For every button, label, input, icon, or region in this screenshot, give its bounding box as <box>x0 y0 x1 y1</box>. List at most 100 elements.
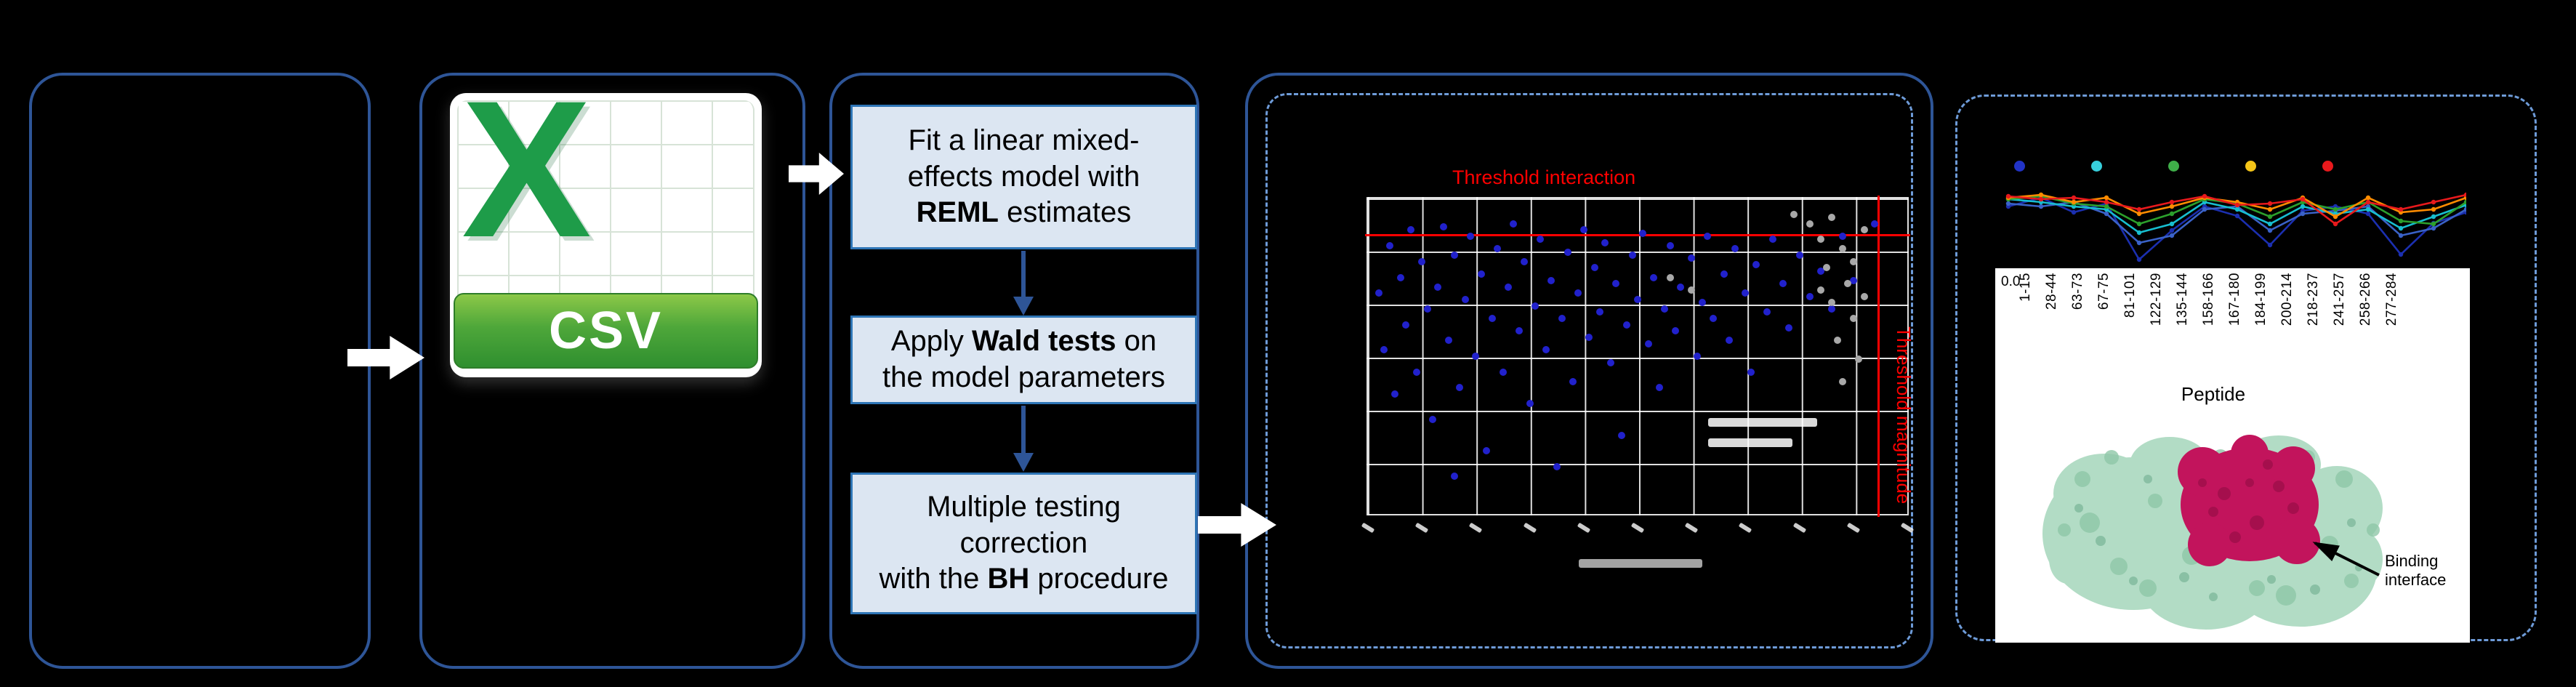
peptide-axis-label: 218-237 <box>2306 273 2321 326</box>
line-marker <box>2005 201 2011 206</box>
scatter-point <box>1828 299 1836 307</box>
peptide-axis-label: 1-15 <box>2018 273 2033 302</box>
uptake-line-chart <box>2005 192 2466 262</box>
line-marker <box>2104 195 2109 201</box>
step-text-line: Fit a linear mixed- <box>908 124 1140 157</box>
line-marker <box>2300 196 2306 202</box>
threshold-interaction-label: Threshold interaction <box>1452 166 1636 188</box>
line-marker <box>2169 233 2175 238</box>
line-marker <box>2463 199 2466 205</box>
scatter-x-ticks <box>1361 520 1915 542</box>
scatter-point <box>1466 233 1474 241</box>
peptide-axis-label: 158-166 <box>2201 273 2216 326</box>
scatter-point <box>1429 415 1437 423</box>
scatter-point <box>1456 384 1464 392</box>
scatter-point <box>1752 261 1760 269</box>
peptide-axis-label: 67-75 <box>2096 273 2112 310</box>
down-arrow-2-shaft <box>1021 406 1026 454</box>
scatter-point <box>1439 223 1447 231</box>
csv-file-icon: X CSV <box>450 71 762 377</box>
binding-interface-label-line: interface <box>2385 571 2447 590</box>
scatter-point <box>1515 327 1523 335</box>
step-text-bold: REML <box>916 196 999 229</box>
step-bh-box: Multiple testing correction with the BH … <box>850 473 1197 614</box>
scatter-point <box>1860 292 1868 300</box>
scatter-point <box>1784 324 1792 332</box>
peptide-axis-label: 28-44 <box>2044 273 2059 310</box>
step-reml-text: Fit a linear mixed- effects model with R… <box>908 123 1140 231</box>
line-marker <box>2267 242 2273 248</box>
line-marker <box>2169 204 2175 209</box>
binding-interface-region <box>2178 435 2320 566</box>
axis-tick-placeholder <box>1792 522 1806 534</box>
line-marker <box>2398 225 2404 231</box>
line-marker <box>2169 221 2175 227</box>
scatter-point <box>1661 305 1669 313</box>
line-marker <box>2431 199 2436 205</box>
scatter-point <box>1521 257 1529 265</box>
line-marker <box>2365 211 2371 217</box>
axis-tick-placeholder <box>1846 522 1861 534</box>
scatter-point <box>1655 384 1663 392</box>
protein-structure <box>2042 435 2383 630</box>
scatter-point <box>1860 226 1868 234</box>
scatter-point <box>1634 295 1641 303</box>
scatter-point <box>1688 286 1696 294</box>
step-text-bold: Wald tests <box>972 325 1116 358</box>
scatter-point <box>1699 299 1707 307</box>
scatter-point <box>1822 264 1830 272</box>
line-marker <box>2398 233 2404 238</box>
down-arrow-2-head <box>1013 453 1034 472</box>
scatter-point <box>1585 333 1593 341</box>
step-text-line: with the <box>879 563 988 595</box>
axis-tick-placeholder <box>1469 522 1483 534</box>
protein-texture <box>2058 449 2380 606</box>
scatter-point <box>1563 248 1571 256</box>
scatter-point <box>1510 220 1518 228</box>
scatter-point <box>1806 292 1814 300</box>
scatter-point <box>1849 314 1857 322</box>
line-marker <box>2104 211 2109 217</box>
excel-logo-letter: X <box>462 60 592 278</box>
scatter-point <box>1844 280 1852 288</box>
line-marker <box>2136 221 2142 227</box>
legend-dot <box>2245 161 2256 172</box>
scatter-dashed-frame <box>1265 93 1913 648</box>
spreadsheet-grid <box>457 100 754 296</box>
stage-box-model: Fit a linear mixed- effects model with R… <box>829 73 1199 669</box>
condition-legend <box>2014 161 2333 172</box>
scatter-point <box>1806 220 1814 228</box>
line-marker <box>2463 206 2466 212</box>
line-marker <box>2431 206 2436 212</box>
line-marker <box>2431 225 2436 231</box>
scatter-point <box>1601 238 1609 246</box>
unreadable-text-placeholder <box>1708 418 1817 427</box>
csv-banner: CSV <box>454 293 758 369</box>
line-marker <box>2333 214 2338 220</box>
scatter-point <box>1817 236 1825 244</box>
scatter-point <box>1849 257 1857 265</box>
scatter-point <box>1709 314 1717 322</box>
stage-box-scatter: Threshold interaction Threshold magnitud… <box>1245 73 1933 669</box>
binding-interface-arrow <box>2312 542 2380 576</box>
line-marker <box>2300 211 2306 217</box>
scatter-point <box>1617 431 1625 439</box>
scatter-point <box>1374 289 1382 297</box>
line-marker <box>2300 204 2306 209</box>
line-marker <box>2038 196 2044 202</box>
line-marker <box>2333 221 2338 227</box>
binding-interface-label: Binding interface <box>2385 552 2469 590</box>
unreadable-text-placeholder <box>1708 438 1792 447</box>
scatter-point <box>1488 314 1496 322</box>
line-marker <box>2267 228 2273 233</box>
scatter-point <box>1526 400 1534 408</box>
peptide-axis-label: 167-180 <box>2227 273 2242 326</box>
scatter-point <box>1720 270 1728 278</box>
step-text-line: procedure <box>1029 563 1169 595</box>
scatter-point <box>1747 368 1755 376</box>
threshold-h-line <box>1365 233 1910 236</box>
scatter-point <box>1385 242 1393 250</box>
peptide-axis-panel: 0.0 1-15 28-44 63-73 67-75 81-101 122-129 135-… <box>1995 268 2470 643</box>
axis-tick-placeholder <box>1630 522 1645 534</box>
line-marker <box>2398 206 2404 212</box>
